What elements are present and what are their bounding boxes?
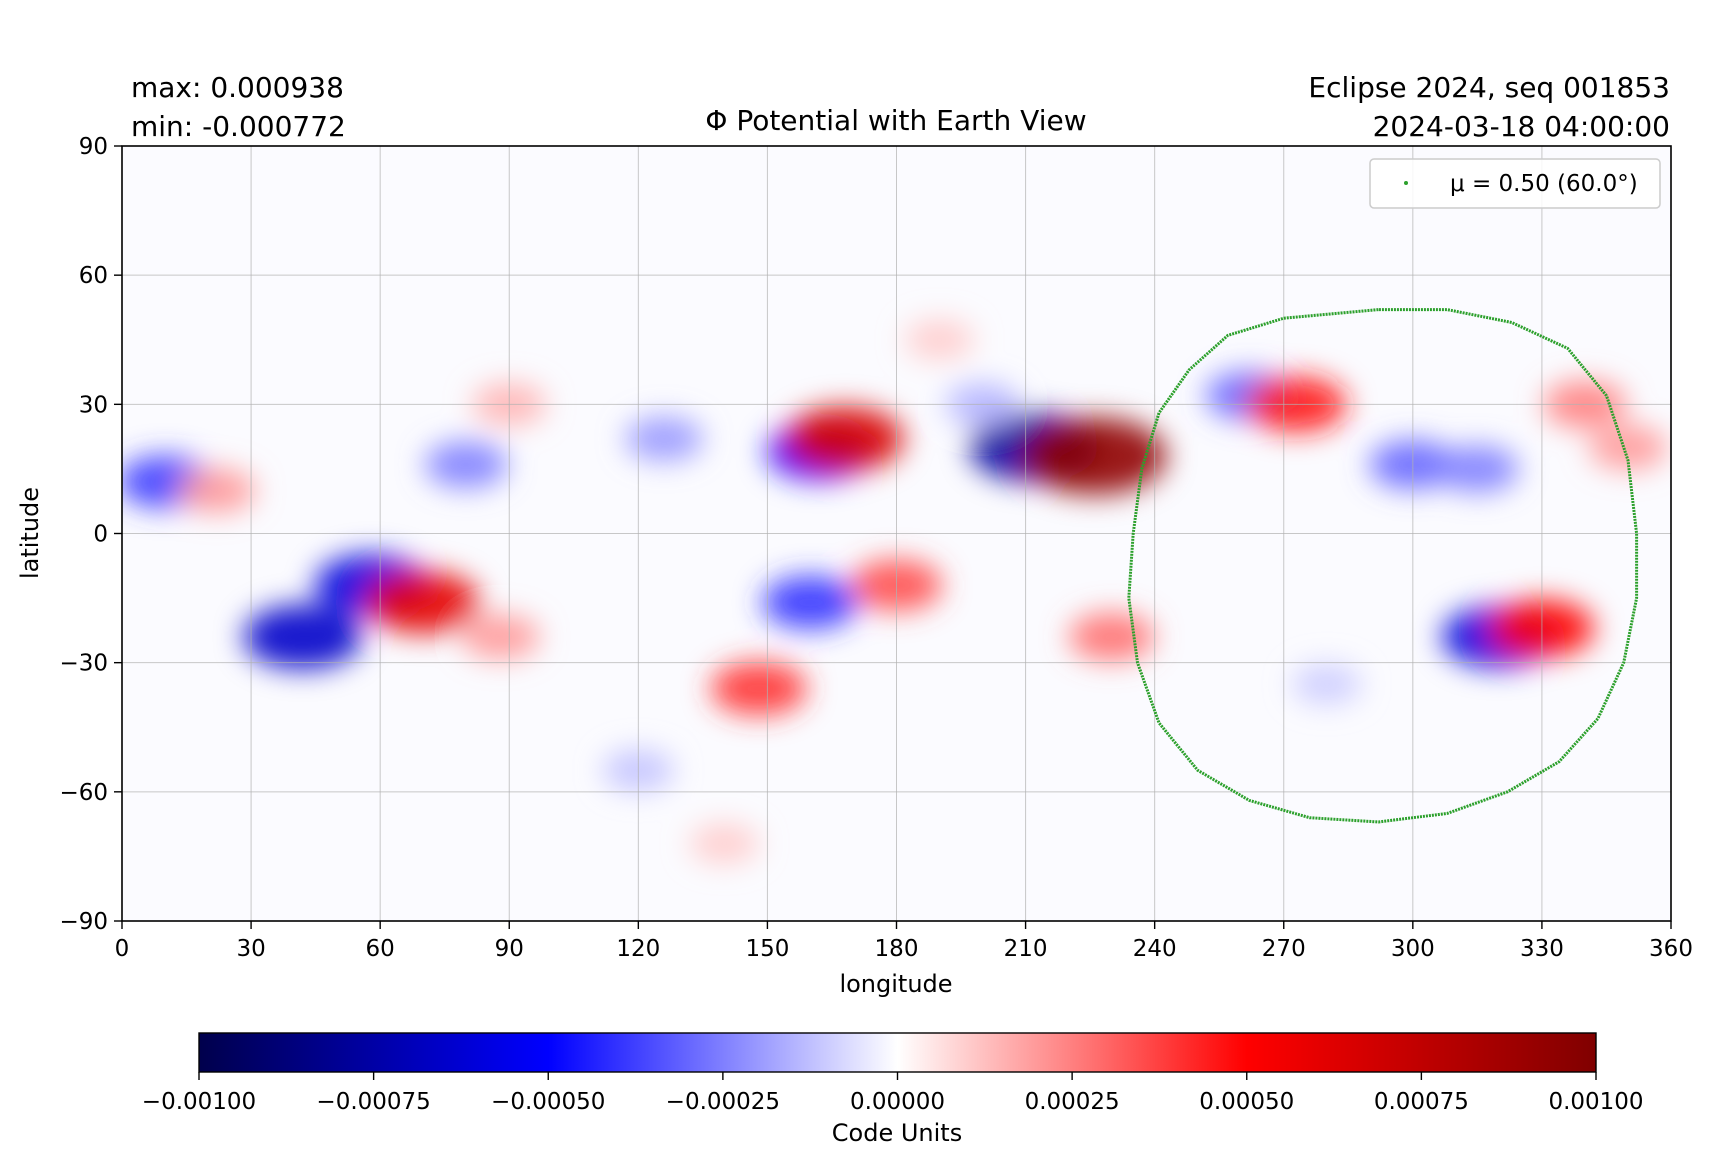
x-tick-label: 270: [1262, 936, 1306, 962]
earth-view-contour: [1127, 308, 1639, 824]
heatmap-blob: [366, 571, 481, 634]
heatmap-blob: [625, 416, 704, 462]
colorbar-tick-label: 0.00050: [1199, 1089, 1294, 1115]
legend-label: μ = 0.50 (60.0°): [1450, 171, 1638, 197]
heatmap-blob: [689, 823, 759, 864]
x-tick-label: 90: [495, 936, 524, 962]
colorbar-label: Code Units: [832, 1119, 962, 1147]
y-tick-label: 30: [79, 392, 108, 418]
heatmap-blob: [461, 614, 540, 660]
legend-box: [1369, 158, 1661, 209]
min-label: min: -0.000772: [131, 110, 346, 143]
heatmap-blob: [1292, 663, 1362, 705]
x-tick-label: 150: [745, 936, 789, 962]
heatmap-blob: [905, 319, 975, 360]
x-tick-label: 330: [1520, 936, 1564, 962]
heatmap-blob: [762, 575, 859, 630]
x-tick-label: 120: [616, 936, 660, 962]
y-tick-label: −90: [59, 909, 108, 935]
colorbar-tick-label: 0.00025: [1025, 1089, 1120, 1115]
x-axis-ticks: 0 30 60 90 120 150 180 210 240 270 300 330 360: [115, 921, 1693, 962]
y-tick-label: 0: [93, 522, 108, 548]
x-tick-label: 210: [1004, 936, 1048, 962]
heatmap-blob: [1069, 612, 1155, 661]
y-axis-ticks: 90 60 30 0 −30 −60 −90: [59, 134, 122, 935]
colorbar-tick-label: −0.00025: [666, 1089, 780, 1115]
colorbar-tick-label: −0.00050: [491, 1089, 605, 1115]
colorbar-tick-label: −0.00100: [142, 1089, 256, 1115]
earth-view-contour-line: [1127, 308, 1639, 824]
colorbar-ticks: −0.00100 −0.00075 −0.00050 −0.00025 0.00000 0…: [142, 1072, 1644, 1115]
x-tick-label: 240: [1133, 936, 1177, 962]
y-axis-label: latitude: [16, 487, 44, 579]
colorbar: −0.00100 −0.00075 −0.00050 −0.00025 0.00000 0…: [142, 1032, 1644, 1147]
legend: μ = 0.50 (60.0°): [1369, 158, 1661, 209]
chart-title: Φ Potential with Earth View: [705, 104, 1086, 137]
legend-marker: [1404, 181, 1408, 185]
plot-area: [121, 145, 1672, 922]
x-tick-label: 0: [115, 936, 130, 962]
info-line-2: 2024-03-18 04:00:00: [1373, 110, 1670, 143]
x-axis-label: longitude: [839, 970, 952, 998]
heatmap-blob: [424, 441, 508, 489]
heatmap-blob: [1588, 424, 1667, 470]
colorbar-tick-label: 0.00000: [850, 1089, 945, 1115]
heatmap-blob: [1022, 417, 1167, 495]
y-tick-label: −60: [59, 780, 108, 806]
heatmap-blob: [243, 604, 362, 670]
x-tick-label: 60: [366, 936, 395, 962]
heatmap-layer: [122, 319, 1667, 864]
y-tick-label: −30: [59, 651, 108, 677]
heatmap-blob: [785, 406, 905, 472]
colorbar-tick-label: 0.00100: [1548, 1089, 1643, 1115]
heatmap-blob: [710, 661, 807, 716]
x-tick-label: 300: [1391, 936, 1435, 962]
colorbar-tick-label: 0.00075: [1374, 1089, 1469, 1115]
x-tick-label: 360: [1649, 936, 1693, 962]
heatmap-blob: [177, 468, 256, 513]
y-tick-label: 90: [79, 134, 108, 160]
colorbar-gradient: [198, 1032, 1597, 1073]
y-tick-label: 60: [79, 263, 108, 289]
x-tick-label: 30: [236, 936, 265, 962]
colorbar-tick-label: −0.00075: [316, 1089, 430, 1115]
x-tick-label: 180: [875, 936, 919, 962]
max-label: max: 0.000938: [131, 71, 344, 104]
info-line-1: Eclipse 2024, seq 001853: [1308, 71, 1670, 104]
heatmap-blob: [1436, 445, 1519, 493]
